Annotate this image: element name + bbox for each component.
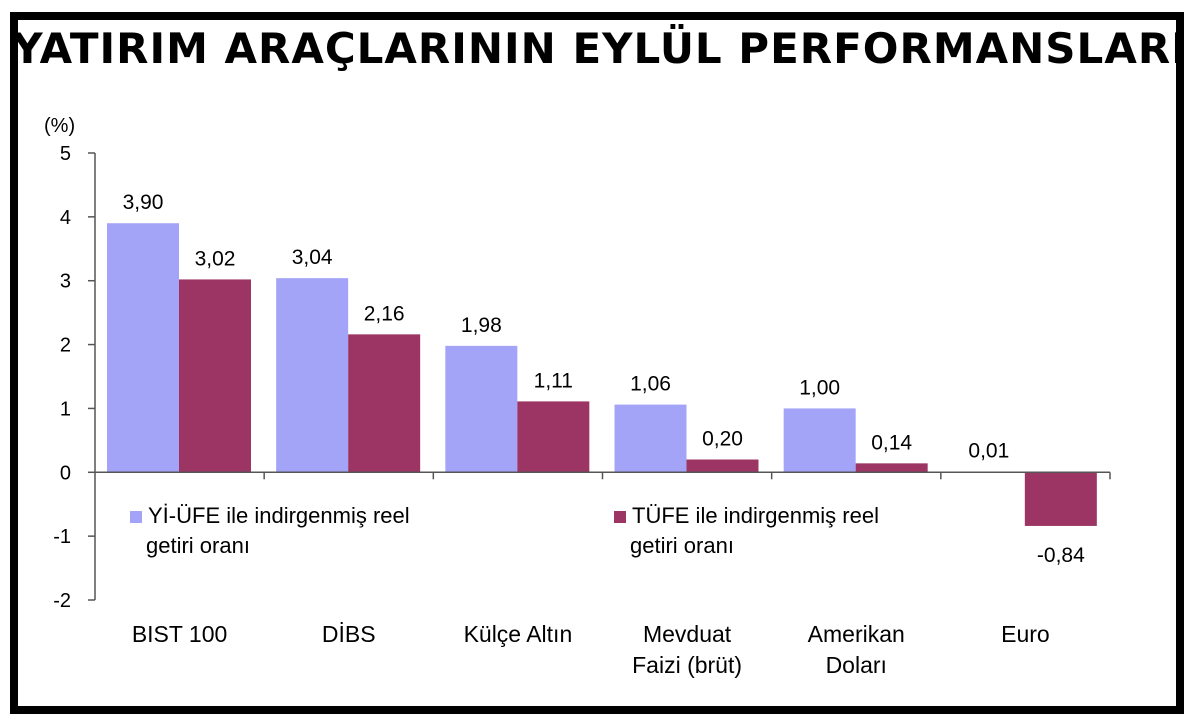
data-label: 0,20 xyxy=(702,428,743,451)
category-label: Mevduat xyxy=(643,621,732,647)
y-tick-label: -1 xyxy=(53,526,71,548)
data-label: 3,04 xyxy=(292,246,333,269)
bar xyxy=(783,408,856,473)
category-label: Doları xyxy=(826,652,887,678)
bar xyxy=(179,279,251,473)
data-label: -0,84 xyxy=(1037,544,1085,567)
bar xyxy=(614,404,687,473)
y-tick-label: 4 xyxy=(60,207,71,229)
legend-swatch xyxy=(130,511,142,523)
legend-label: TÜFE ile indirgenmiş reel xyxy=(632,503,879,528)
y-tick-label: 2 xyxy=(60,335,71,357)
y-tick-label: -2 xyxy=(53,590,71,612)
data-label: 3,90 xyxy=(123,191,164,214)
data-label: 0,01 xyxy=(968,440,1009,463)
bar xyxy=(348,334,421,473)
category-label: Külçe Altın xyxy=(464,621,573,647)
category-label: Faizi (brüt) xyxy=(632,652,742,678)
y-tick-label: 1 xyxy=(60,398,71,420)
chart-title: YATIRIM ARAÇLARININ EYLÜL PERFORMANSLARI xyxy=(12,24,1188,73)
bar xyxy=(1024,472,1097,526)
bar xyxy=(276,278,349,473)
category-label: Euro xyxy=(1001,621,1050,647)
data-label: 1,11 xyxy=(534,369,573,392)
bar xyxy=(855,463,928,473)
data-label: 3,02 xyxy=(195,247,236,270)
data-label: 1,06 xyxy=(630,373,671,396)
category-label: DİBS xyxy=(322,621,376,647)
bar xyxy=(107,223,179,473)
y-tick-label: 3 xyxy=(60,271,71,293)
category-label: BIST 100 xyxy=(132,621,227,647)
bar xyxy=(686,459,759,473)
legend-label: Yİ-ÜFE ile indirgenmiş reel xyxy=(148,503,410,528)
legend-label: getiri oranı xyxy=(630,533,734,558)
data-label: 0,14 xyxy=(871,431,912,454)
y-tick-label: 0 xyxy=(60,462,71,484)
data-label: 2,16 xyxy=(364,302,405,325)
bar xyxy=(517,401,590,473)
data-label: 1,98 xyxy=(461,314,502,337)
bar xyxy=(445,345,518,473)
legend-label: getiri oranı xyxy=(146,533,250,558)
category-label: Amerikan xyxy=(808,621,905,647)
y-axis-label: (%) xyxy=(44,115,75,137)
legend-swatch xyxy=(614,511,626,523)
y-tick-label: 5 xyxy=(60,143,71,165)
data-label: 1,00 xyxy=(799,376,840,399)
